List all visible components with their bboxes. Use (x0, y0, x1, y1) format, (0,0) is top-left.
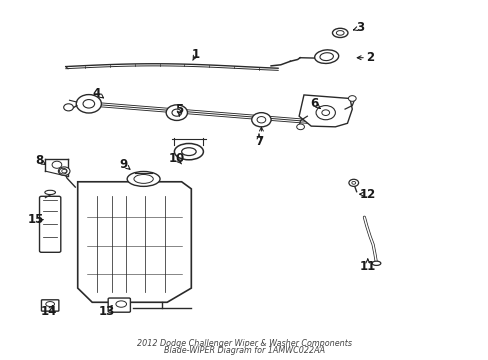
Circle shape (59, 168, 67, 174)
Text: 5: 5 (175, 103, 183, 116)
Circle shape (52, 161, 61, 168)
FancyBboxPatch shape (108, 298, 130, 312)
Circle shape (63, 104, 73, 111)
Text: Blade-WIPER Diagram for 1AMWC022AA: Blade-WIPER Diagram for 1AMWC022AA (163, 346, 325, 355)
Circle shape (257, 117, 265, 123)
Text: 14: 14 (41, 305, 57, 318)
Circle shape (61, 169, 66, 173)
Circle shape (348, 96, 355, 101)
Text: 9: 9 (119, 158, 127, 171)
Ellipse shape (332, 28, 347, 37)
Text: 1: 1 (192, 48, 200, 61)
Ellipse shape (45, 190, 55, 194)
Text: 4: 4 (93, 87, 101, 100)
Text: 2: 2 (366, 51, 373, 64)
Circle shape (321, 110, 329, 116)
Circle shape (76, 95, 101, 113)
Circle shape (296, 124, 304, 130)
Circle shape (58, 167, 70, 175)
Polygon shape (78, 182, 191, 302)
Text: 2012 Dodge Challenger Wiper & Washer Components: 2012 Dodge Challenger Wiper & Washer Com… (137, 338, 351, 347)
Ellipse shape (127, 171, 160, 186)
Text: 8: 8 (35, 154, 43, 167)
Ellipse shape (314, 50, 338, 63)
Text: 7: 7 (254, 135, 263, 148)
Text: 10: 10 (168, 152, 184, 165)
Circle shape (348, 179, 358, 186)
Circle shape (172, 109, 181, 116)
Text: 11: 11 (359, 260, 375, 273)
Circle shape (83, 100, 95, 108)
Ellipse shape (116, 301, 126, 307)
Ellipse shape (134, 175, 153, 183)
Ellipse shape (319, 53, 333, 60)
FancyBboxPatch shape (40, 196, 61, 252)
Ellipse shape (336, 31, 344, 35)
FancyBboxPatch shape (41, 300, 59, 311)
Ellipse shape (371, 261, 380, 265)
Text: 3: 3 (356, 21, 364, 34)
Circle shape (351, 181, 355, 184)
Ellipse shape (174, 144, 203, 160)
Ellipse shape (46, 302, 54, 306)
Text: 15: 15 (27, 213, 44, 226)
Circle shape (315, 105, 335, 120)
Text: 12: 12 (359, 188, 375, 201)
Text: 6: 6 (310, 97, 318, 110)
Polygon shape (299, 95, 351, 127)
Circle shape (251, 113, 270, 127)
Text: 13: 13 (99, 305, 115, 318)
Ellipse shape (181, 148, 196, 156)
Circle shape (166, 105, 187, 121)
